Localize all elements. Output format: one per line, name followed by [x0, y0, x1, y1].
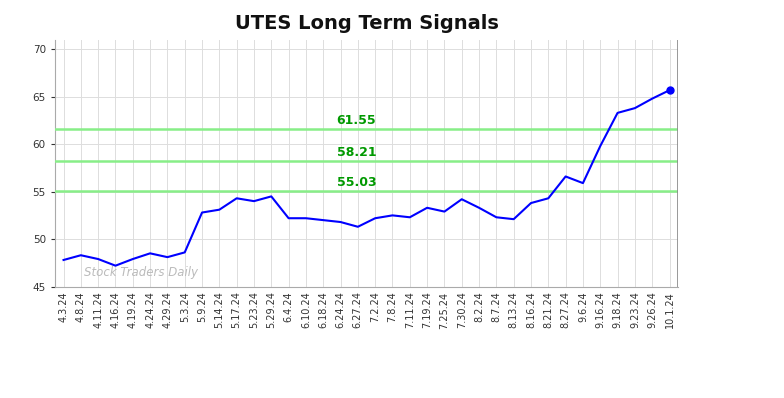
Text: 61.55: 61.55: [336, 114, 376, 127]
Text: 55.03: 55.03: [336, 176, 376, 189]
Text: 16:00: 16:00: [0, 397, 1, 398]
Text: 58.21: 58.21: [336, 146, 376, 159]
Text: 65.69: 65.69: [0, 397, 1, 398]
Text: Stock Traders Daily: Stock Traders Daily: [85, 266, 198, 279]
Title: UTES Long Term Signals: UTES Long Term Signals: [234, 14, 499, 33]
